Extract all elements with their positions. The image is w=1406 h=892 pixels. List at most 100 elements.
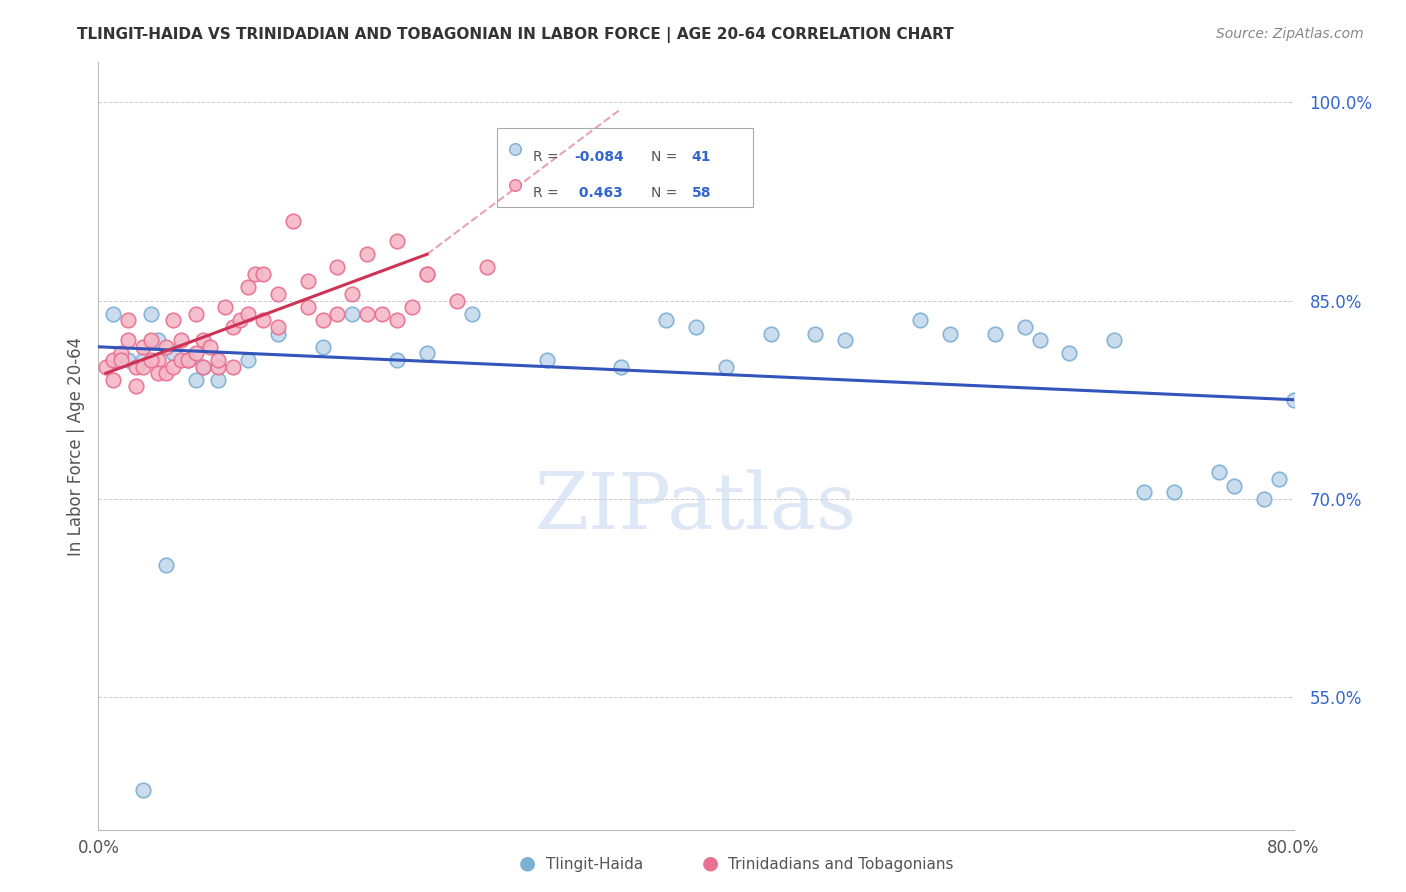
- Point: [110, 353, 132, 368]
- Point: [207, 353, 229, 368]
- Point: [536, 353, 558, 368]
- Text: 58: 58: [692, 186, 711, 200]
- Point: [342, 286, 364, 301]
- Point: [385, 313, 409, 327]
- Point: [385, 353, 409, 368]
- Point: [804, 326, 827, 341]
- Point: [200, 340, 222, 354]
- Point: [191, 333, 214, 347]
- Point: [297, 274, 319, 288]
- Point: [461, 307, 484, 321]
- Text: N =: N =: [651, 186, 682, 200]
- Point: [162, 346, 184, 360]
- Point: [1253, 491, 1275, 506]
- Text: N =: N =: [651, 150, 682, 164]
- Point: [281, 214, 304, 228]
- Point: [214, 300, 236, 314]
- Point: [759, 326, 782, 341]
- Point: [132, 353, 155, 368]
- Text: Source: ZipAtlas.com: Source: ZipAtlas.com: [1216, 27, 1364, 41]
- Point: [297, 300, 319, 314]
- Point: [342, 307, 364, 321]
- Point: [191, 359, 214, 374]
- Point: [184, 346, 207, 360]
- Point: [655, 313, 678, 327]
- Point: [236, 307, 259, 321]
- Y-axis label: In Labor Force | Age 20-64: In Labor Force | Age 20-64: [66, 336, 84, 556]
- Point: [117, 313, 139, 327]
- Point: [908, 313, 931, 327]
- Point: [446, 293, 468, 308]
- Point: [1014, 320, 1036, 334]
- Point: [155, 366, 177, 380]
- Point: [503, 178, 526, 193]
- Point: [1059, 346, 1081, 360]
- Point: [326, 307, 349, 321]
- Point: [267, 326, 290, 341]
- Point: [503, 142, 526, 156]
- Point: [162, 313, 184, 327]
- Point: [139, 307, 162, 321]
- Text: ●: ●: [702, 854, 718, 872]
- Point: [1104, 333, 1126, 347]
- Point: [1282, 392, 1305, 407]
- Point: [132, 340, 155, 354]
- Point: [1223, 478, 1246, 492]
- Point: [117, 333, 139, 347]
- Point: [1028, 333, 1050, 347]
- Point: [177, 353, 200, 368]
- Point: [110, 346, 132, 360]
- Point: [984, 326, 1007, 341]
- Point: [177, 353, 200, 368]
- Point: [103, 373, 125, 387]
- Point: [685, 320, 707, 334]
- Text: 0.463: 0.463: [574, 186, 623, 200]
- Point: [371, 307, 394, 321]
- Point: [416, 267, 439, 281]
- Point: [267, 320, 290, 334]
- Point: [148, 353, 170, 368]
- Point: [103, 353, 125, 368]
- Point: [1208, 466, 1230, 480]
- Point: [252, 313, 274, 327]
- Point: [252, 267, 274, 281]
- Text: TLINGIT-HAIDA VS TRINIDADIAN AND TOBAGONIAN IN LABOR FORCE | AGE 20-64 CORRELATI: TLINGIT-HAIDA VS TRINIDADIAN AND TOBAGON…: [77, 27, 955, 43]
- Point: [229, 313, 252, 327]
- Point: [94, 359, 117, 374]
- Point: [236, 280, 259, 294]
- Point: [184, 373, 207, 387]
- Point: [117, 353, 139, 368]
- Point: [207, 359, 229, 374]
- Point: [132, 359, 155, 374]
- Point: [169, 333, 191, 347]
- Text: Trinidadians and Tobagonians: Trinidadians and Tobagonians: [728, 857, 953, 872]
- Point: [148, 333, 170, 347]
- Text: Tlingit-Haida: Tlingit-Haida: [546, 857, 643, 872]
- Point: [245, 267, 267, 281]
- Point: [103, 307, 125, 321]
- Point: [139, 333, 162, 347]
- Point: [236, 353, 259, 368]
- Point: [132, 783, 155, 797]
- Point: [267, 286, 290, 301]
- Text: R =: R =: [533, 186, 562, 200]
- Point: [125, 359, 148, 374]
- Point: [356, 247, 378, 261]
- Text: 41: 41: [692, 150, 711, 164]
- Point: [1163, 485, 1185, 500]
- Point: [139, 353, 162, 368]
- Text: R =: R =: [533, 150, 562, 164]
- Point: [207, 373, 229, 387]
- Point: [311, 340, 333, 354]
- Point: [184, 307, 207, 321]
- Point: [191, 359, 214, 374]
- Point: [385, 234, 409, 248]
- Point: [326, 260, 349, 275]
- Point: [177, 353, 200, 368]
- Point: [169, 353, 191, 368]
- Point: [356, 307, 378, 321]
- Point: [1133, 485, 1156, 500]
- Point: [311, 313, 333, 327]
- Text: -0.084: -0.084: [574, 150, 624, 164]
- Point: [222, 359, 245, 374]
